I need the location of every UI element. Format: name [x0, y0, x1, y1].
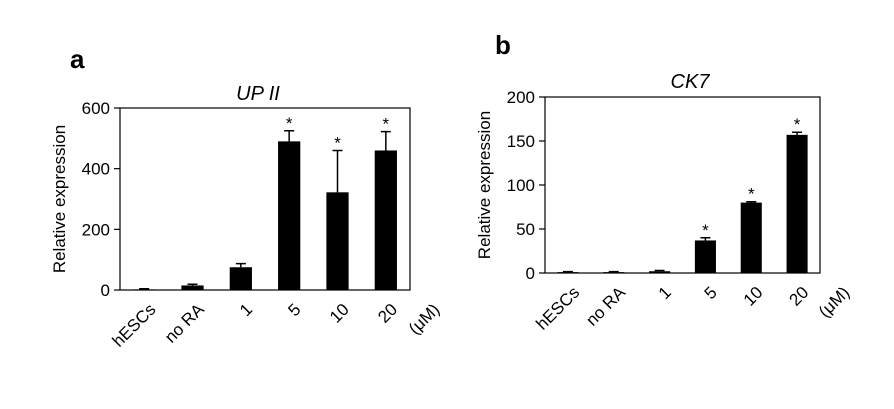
- bar: [230, 267, 252, 290]
- unit-label: (μM): [405, 300, 443, 338]
- y-tick-label: 200: [507, 88, 535, 107]
- x-tick-label: hESCs: [109, 300, 160, 351]
- x-tick-label: 10: [326, 300, 353, 327]
- x-tick-label: hESCs: [532, 283, 583, 334]
- x-tick-label: no RA: [161, 299, 208, 346]
- bar: [375, 150, 397, 290]
- y-tick-label: 0: [101, 281, 110, 300]
- panel-letter: a: [70, 44, 85, 74]
- plot-frame: [545, 97, 820, 273]
- significance-mark: *: [702, 221, 709, 240]
- y-tick-label: 600: [82, 99, 110, 118]
- x-tick-label: 20: [374, 300, 401, 327]
- x-tick-label: 1: [655, 283, 675, 303]
- unit-label: (μM): [815, 283, 853, 321]
- bar: [695, 240, 716, 273]
- error-bar: [333, 150, 343, 192]
- y-tick-label: 50: [516, 220, 535, 239]
- chart-title: UP II: [236, 83, 280, 105]
- error-bar: [139, 289, 149, 290]
- significance-mark: *: [794, 115, 801, 134]
- error-bar: [655, 271, 665, 272]
- y-tick-label: 200: [82, 220, 110, 239]
- x-tick-label: no RA: [582, 282, 629, 329]
- plot-frame: [120, 108, 410, 290]
- bar: [741, 203, 762, 273]
- y-tick-label: 0: [526, 264, 535, 283]
- x-tick-label: 1: [236, 300, 256, 320]
- bar: [787, 135, 808, 273]
- significance-mark: *: [334, 133, 341, 152]
- y-tick-label: 100: [507, 176, 535, 195]
- significance-mark: *: [383, 115, 390, 134]
- y-axis-label: Relative expression: [475, 111, 494, 259]
- chart-title: CK7: [671, 71, 711, 93]
- panel-letter: b: [495, 30, 511, 60]
- error-bar: [236, 264, 246, 268]
- error-bar: [381, 132, 391, 151]
- x-tick-label: 10: [740, 283, 767, 310]
- error-bar: [188, 284, 198, 285]
- x-tick-label: 5: [284, 300, 304, 320]
- x-tick-label: 20: [786, 283, 813, 310]
- y-axis-label: Relative expression: [50, 125, 69, 273]
- significance-mark: *: [748, 185, 755, 204]
- bar: [326, 192, 348, 290]
- significance-mark: *: [286, 114, 293, 133]
- x-tick-label: 5: [701, 283, 721, 303]
- bar: [181, 285, 203, 290]
- y-tick-label: 150: [507, 132, 535, 151]
- bar: [278, 141, 300, 290]
- y-tick-label: 400: [82, 160, 110, 179]
